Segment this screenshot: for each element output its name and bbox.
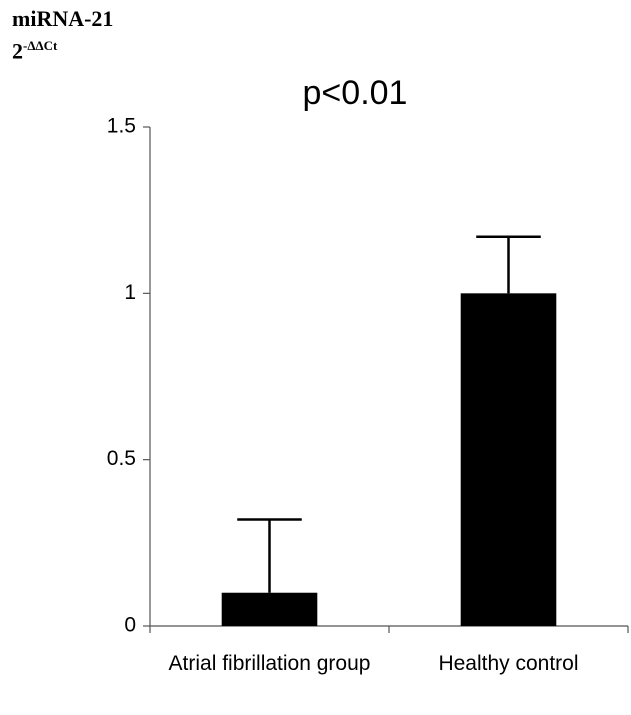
y-axis-unit: 2-ΔΔCt [12,38,57,64]
y-tick-label: 0 [124,614,136,637]
unit-exponent: -ΔΔCt [23,38,58,53]
y-tick-label: 0.5 [107,447,136,470]
bar [221,592,318,626]
y-tick-label: 1.5 [107,115,136,138]
y-tick-label: 1 [124,281,136,304]
chart-title: p<0.01 [303,74,408,112]
unit-base: 2 [12,38,23,64]
y-axis-label: miRNA-21 [12,6,114,31]
x-tick-label: Healthy control [438,652,579,675]
bar [460,293,557,626]
x-tick-label: Atrial fibrillation group [168,652,371,675]
